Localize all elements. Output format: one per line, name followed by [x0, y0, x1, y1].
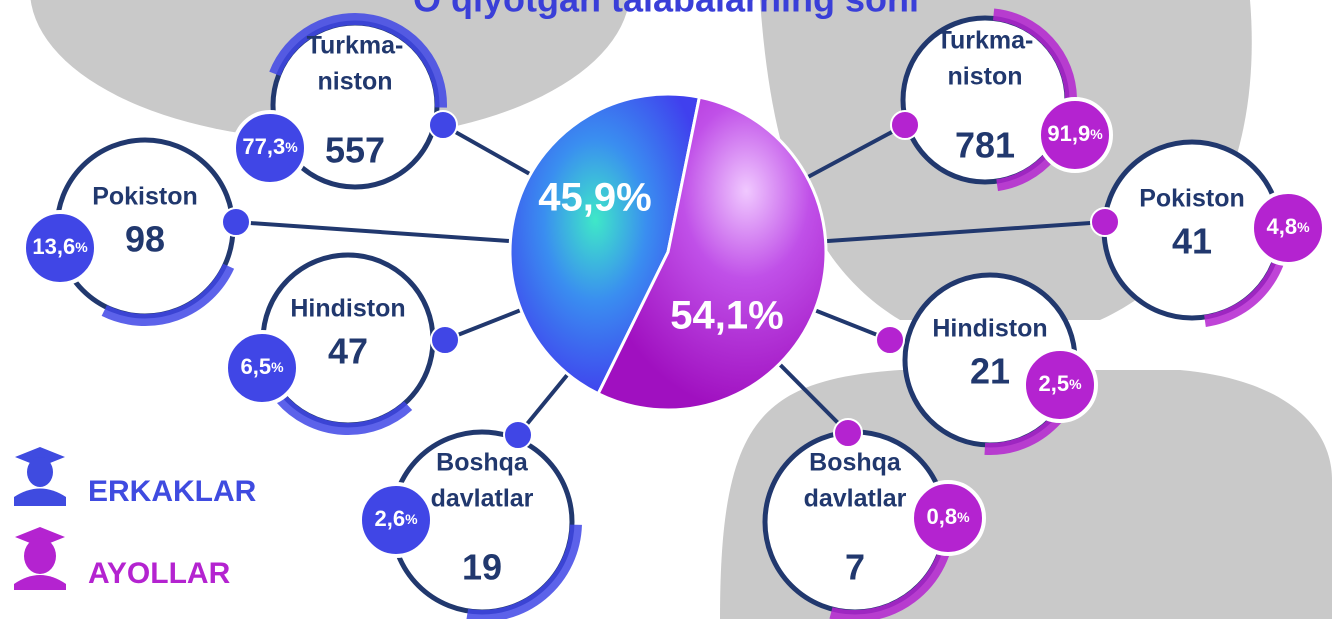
country-label: Pokiston — [92, 183, 198, 211]
student-count: 41 — [1172, 221, 1212, 262]
share-number: 2,5 — [1038, 371, 1069, 396]
pie-label: 45,9% — [538, 176, 651, 220]
pie-label: 54,1% — [670, 294, 783, 338]
connector-dot — [876, 326, 904, 354]
share-number: 2,6 — [374, 506, 405, 531]
country-label: niston — [318, 68, 393, 96]
country-label: Turkma- — [937, 27, 1034, 55]
country-label: Boshqa — [809, 449, 902, 477]
share-unit: % — [285, 139, 298, 155]
student-count: 781 — [955, 125, 1015, 166]
share-number: 13,6 — [32, 234, 75, 259]
student-count: 7 — [845, 547, 865, 588]
title: O‘qiyotgan talabalarning soni — [413, 0, 919, 20]
male-icon — [14, 447, 66, 506]
share-unit: % — [405, 511, 418, 527]
student-count: 21 — [970, 351, 1010, 392]
share-unit: % — [1297, 219, 1310, 235]
student-count: 19 — [462, 547, 502, 588]
share-unit: % — [1069, 376, 1082, 392]
share-unit: % — [75, 239, 88, 255]
legend-label: AYOLLAR — [88, 557, 231, 590]
country-label: niston — [948, 63, 1023, 91]
country-label: Hindiston — [932, 315, 1047, 343]
country-label: davlatlar — [431, 485, 534, 513]
connector-dot — [504, 421, 532, 449]
share-unit: % — [957, 509, 970, 525]
legend: ERKAKLAR AYOLLAR — [14, 447, 257, 590]
share-number: 0,8 — [926, 504, 957, 529]
share-unit: % — [1090, 126, 1103, 142]
female-icon — [14, 527, 66, 590]
country-label: Boshqa — [436, 449, 529, 477]
student-count: 47 — [328, 331, 368, 372]
legend-label: ERKAKLAR — [88, 475, 257, 508]
connector-dot — [222, 208, 250, 236]
connector-dot — [891, 111, 919, 139]
infographic: O‘qiyotgan talabalarning soni ERKAKLAR A… — [0, 0, 1332, 619]
student-count: 557 — [325, 130, 385, 171]
country-label: Hindiston — [290, 295, 405, 323]
share-number: 4,8 — [1266, 214, 1297, 239]
connector-dot — [431, 326, 459, 354]
connector-dot — [429, 111, 457, 139]
share-unit: % — [271, 359, 284, 375]
share-number: 91,9 — [1047, 121, 1090, 146]
country-label: davlatlar — [804, 485, 907, 513]
country-label: Pokiston — [1139, 185, 1245, 213]
share-number: 77,3 — [242, 134, 285, 159]
connector-dot — [834, 419, 862, 447]
connector-dot — [1091, 208, 1119, 236]
student-count: 98 — [125, 219, 165, 260]
share-number: 6,5 — [240, 354, 271, 379]
country-label: Turkma- — [307, 32, 404, 60]
